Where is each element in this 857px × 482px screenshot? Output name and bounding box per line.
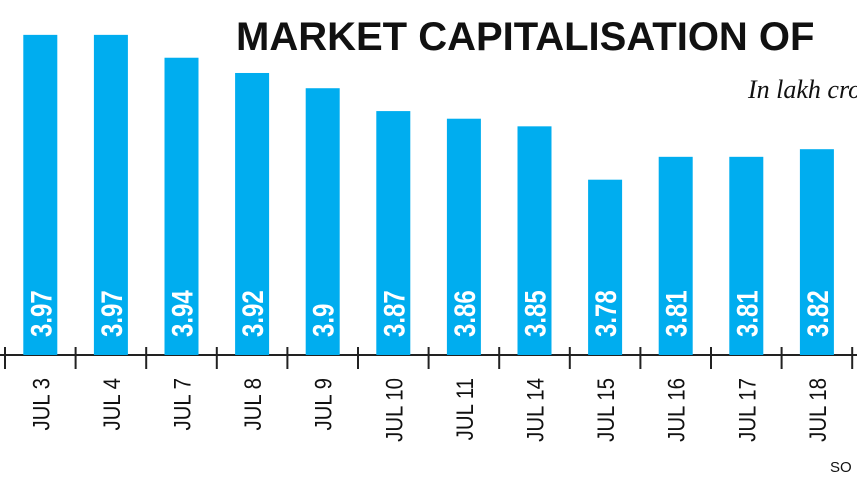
bar [305, 88, 340, 355]
value-label: 3.92 [235, 290, 269, 337]
bar [164, 57, 199, 355]
x-tick-label: JUL 16 [663, 378, 690, 442]
value-label: 3.97 [94, 290, 128, 337]
bar [799, 149, 834, 355]
bar [517, 126, 552, 355]
x-tick-label: JUL 9 [310, 378, 337, 431]
x-tick-label: JUL 17 [734, 378, 761, 442]
x-tick-label: JUL 15 [593, 378, 620, 442]
x-tick-label: JUL 8 [240, 378, 267, 431]
value-label: 3.86 [447, 290, 481, 337]
value-label: 3.97 [24, 290, 58, 337]
bar [93, 34, 128, 355]
value-label: 3.85 [518, 290, 552, 337]
bar [235, 72, 270, 355]
value-label: 3.78 [588, 290, 622, 337]
source: SO [830, 459, 852, 476]
x-tick-label: JUL 4 [98, 378, 125, 431]
x-tick-label: JUL 11 [451, 378, 478, 440]
x-tick-label: JUL 3 [28, 378, 55, 431]
chart-subtitle: In lakh crore [747, 75, 857, 104]
value-label: 3.82 [800, 290, 834, 337]
bar [658, 156, 693, 355]
bar [588, 179, 623, 355]
x-tick-label: JUL 10 [381, 378, 408, 442]
x-tick-label: JUL 18 [804, 378, 831, 442]
value-label: 3.9 [306, 304, 340, 337]
bar [23, 34, 58, 355]
x-tick-label: JUL 14 [522, 378, 549, 442]
bar [446, 118, 481, 355]
bar [376, 111, 411, 355]
value-label: 3.81 [659, 290, 693, 337]
value-label: 3.94 [165, 290, 199, 337]
chart-title: MARKET CAPITALISATION OF [236, 15, 814, 59]
x-tick-label: JUL 7 [169, 378, 196, 431]
value-label: 3.81 [730, 290, 764, 337]
value-label: 3.87 [377, 290, 411, 337]
bar [729, 156, 764, 355]
